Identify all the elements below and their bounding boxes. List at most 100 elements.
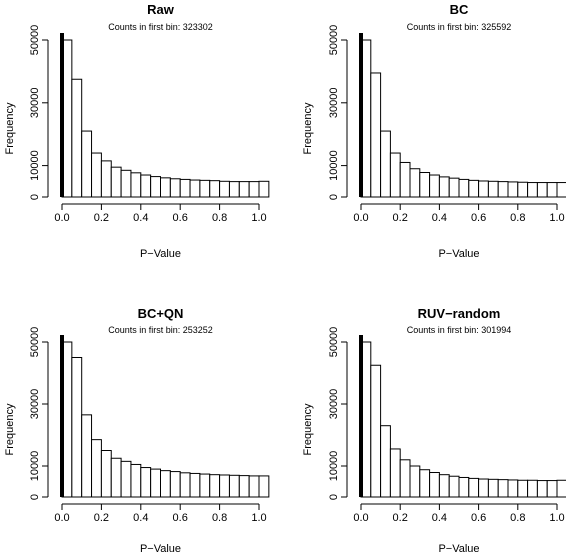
chart-title: BC+QN xyxy=(138,306,184,321)
y-tick-label: 50000 xyxy=(29,327,41,358)
histogram-bar xyxy=(517,181,529,198)
histogram-bar xyxy=(150,468,161,498)
x-tick-label: 0.0 xyxy=(353,212,368,224)
y-axis-label: Frequency xyxy=(302,403,314,455)
histogram-bar xyxy=(458,476,470,498)
x-tick-label: 0.2 xyxy=(393,212,408,224)
x-tick-label: 0.8 xyxy=(212,212,227,224)
histogram-bar xyxy=(120,460,132,498)
histogram-bar xyxy=(380,130,391,198)
x-tick-label: 1.0 xyxy=(549,212,564,224)
histogram-bar xyxy=(238,475,250,498)
y-tick-label: 10000 xyxy=(29,451,41,482)
y-tick-label: 50000 xyxy=(328,25,340,56)
y-tick-label: 50000 xyxy=(29,25,41,56)
histogram-bar xyxy=(199,179,211,198)
histogram-bar xyxy=(209,180,221,198)
y-tick-label: 0 xyxy=(29,194,41,200)
x-tick-label: 0.0 xyxy=(54,512,69,524)
x-tick-label: 1.0 xyxy=(251,212,266,224)
y-axis-label: Frequency xyxy=(4,102,16,154)
histogram-bar xyxy=(536,480,548,498)
x-tick-label: 0.8 xyxy=(510,512,525,524)
histogram-bar xyxy=(478,180,489,198)
histogram-bar xyxy=(389,448,401,498)
histogram-bar xyxy=(258,180,270,198)
histogram-bar xyxy=(419,172,431,198)
histogram-bar xyxy=(140,174,152,198)
histogram-bar xyxy=(448,475,460,498)
histogram-bar xyxy=(110,457,122,498)
y-axis-label: Frequency xyxy=(302,102,314,154)
y-axis-label: Frequency xyxy=(4,403,16,455)
y-tick-label: 30000 xyxy=(29,389,41,420)
x-tick-label: 0.4 xyxy=(432,212,447,224)
x-tick-label: 0.6 xyxy=(173,212,188,224)
x-tick-label: 0.2 xyxy=(94,212,109,224)
histogram-panel-2: BC+QN Counts in first bin: 253252 0 10000 30… xyxy=(4,306,270,555)
histogram-bar xyxy=(556,479,566,498)
histogram-bar xyxy=(71,357,83,498)
histogram-panel-1: BC Counts in first bin: 325592 0 10000 30000… xyxy=(302,2,566,260)
histogram-bar xyxy=(458,178,470,198)
histogram-bar xyxy=(517,479,529,498)
y-tick-label: 0 xyxy=(328,194,340,200)
x-tick-label: 0.6 xyxy=(471,212,486,224)
x-tick-label: 1.0 xyxy=(549,512,564,524)
x-axis-label: P−Value xyxy=(140,543,181,555)
histogram-bar xyxy=(219,474,230,498)
histogram-bar xyxy=(209,474,221,498)
histogram-bar xyxy=(81,130,93,198)
histogram-bar xyxy=(71,78,83,198)
histogram-panel-0: Raw Counts in first bin: 323302 0 10000 3000… xyxy=(4,2,270,260)
y-tick-label: 30000 xyxy=(328,389,340,420)
histogram-bar xyxy=(399,459,411,498)
histogram-bar xyxy=(419,469,431,498)
histogram-bar xyxy=(556,182,566,198)
histogram-bar xyxy=(160,470,171,498)
y-tick-label: 10000 xyxy=(328,150,340,181)
x-tick-label: 0.6 xyxy=(471,512,486,524)
x-tick-label: 0.0 xyxy=(54,212,69,224)
histogram-bar xyxy=(527,182,538,198)
histogram-bar xyxy=(81,414,93,498)
histogram-bar xyxy=(497,479,509,498)
histogram-bar xyxy=(438,474,450,498)
histogram-bar xyxy=(546,182,558,198)
y-tick-label: 10000 xyxy=(29,150,41,181)
y-tick-label: 0 xyxy=(29,494,41,500)
histogram-bar xyxy=(527,479,538,498)
histogram-panel-3: RUV−random Counts in first bin: 301994 0 10… xyxy=(302,306,566,555)
histogram-bar xyxy=(169,178,181,198)
histogram-bar xyxy=(238,181,250,198)
histogram-bar xyxy=(248,475,260,498)
histogram-bar xyxy=(370,72,382,198)
x-tick-label: 0.0 xyxy=(353,512,368,524)
histogram-bar xyxy=(150,176,161,198)
chart-title: BC xyxy=(450,2,469,17)
histogram-bar xyxy=(140,467,152,498)
y-tick-label: 50000 xyxy=(328,327,340,358)
histogram-bar xyxy=(189,179,201,198)
histogram-bar xyxy=(160,177,171,198)
x-tick-label: 1.0 xyxy=(251,512,266,524)
x-tick-label: 0.8 xyxy=(510,212,525,224)
histogram-bar xyxy=(399,161,411,198)
x-tick-label: 0.4 xyxy=(133,212,148,224)
histogram-bar xyxy=(91,439,102,498)
histogram-bar xyxy=(228,474,240,498)
histogram-bar xyxy=(507,479,519,498)
histogram-bar xyxy=(110,166,122,198)
histogram-bar xyxy=(169,471,181,498)
histogram-bar xyxy=(478,478,489,498)
chart-title: RUV−random xyxy=(418,306,501,321)
histogram-bar xyxy=(380,425,391,498)
y-tick-label: 10000 xyxy=(328,451,340,482)
histogram-bar xyxy=(507,181,519,198)
x-tick-label: 0.2 xyxy=(94,512,109,524)
histogram-bar xyxy=(120,169,132,198)
histogram-bar xyxy=(228,181,240,198)
histogram-bar xyxy=(100,450,112,498)
y-tick-label: 30000 xyxy=(328,88,340,119)
